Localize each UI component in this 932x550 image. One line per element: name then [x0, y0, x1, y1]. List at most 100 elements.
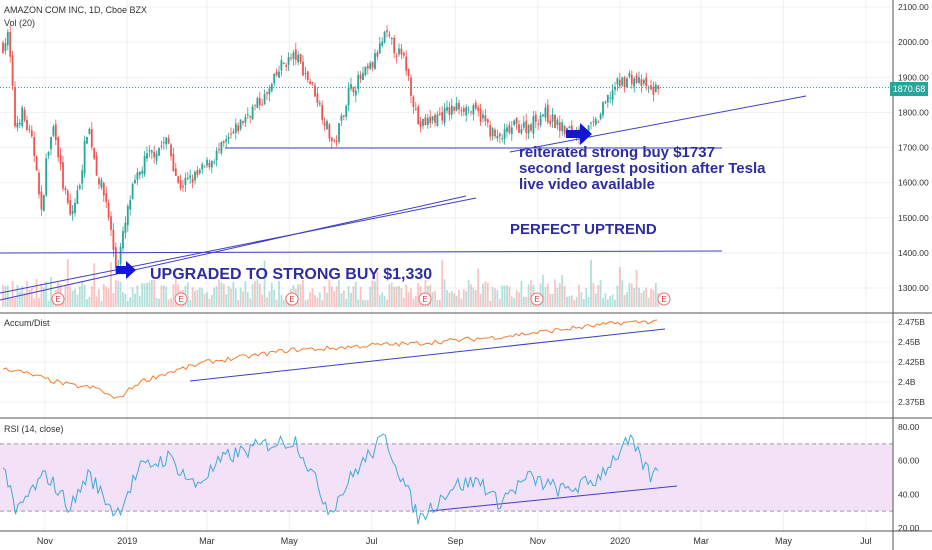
volume-bar — [93, 263, 96, 307]
volume-bar — [124, 293, 127, 307]
candle-body — [371, 61, 374, 68]
candle-body — [448, 107, 451, 115]
candle-body — [594, 118, 597, 125]
candle-body — [587, 125, 590, 132]
candle-body — [554, 114, 556, 129]
volume-bar — [645, 287, 648, 307]
candle-body — [604, 101, 607, 103]
candle-body — [30, 130, 33, 137]
candle-body — [225, 139, 228, 142]
volume-bar — [18, 291, 21, 307]
candle-body — [299, 53, 302, 62]
candle-body — [546, 104, 549, 123]
y-tick-label: 1400.00 — [898, 248, 929, 258]
candle-body — [551, 114, 554, 122]
volume-bar — [74, 288, 76, 307]
volume-bar — [230, 288, 232, 307]
candle-body — [287, 57, 290, 65]
candle-body — [203, 166, 206, 168]
volume-bar — [210, 294, 213, 307]
candle-body — [21, 107, 24, 127]
candle-body — [177, 176, 180, 183]
volume-bar — [242, 291, 244, 307]
volume-bar — [196, 290, 199, 307]
candle-body — [362, 72, 364, 81]
volume-bar — [273, 289, 276, 307]
volume-bar — [234, 288, 237, 307]
volume-bar — [119, 281, 122, 307]
candle-body — [71, 210, 74, 215]
volume-bar — [98, 288, 100, 307]
volume-bar — [364, 300, 367, 307]
accum-y-tick-label: 2.375B — [898, 397, 925, 407]
candle-body — [628, 73, 631, 77]
candle-body — [102, 183, 105, 196]
candle-body — [638, 77, 640, 83]
volume-bar — [201, 288, 204, 307]
volume-bar — [335, 286, 338, 307]
volume-bar — [270, 282, 273, 307]
volume-bar — [338, 279, 340, 307]
volume-bar — [554, 279, 556, 307]
candle-body — [616, 78, 619, 85]
accum-y-tick-label: 2.45B — [898, 337, 921, 347]
candle-body — [549, 120, 552, 125]
volume-bar — [474, 290, 477, 307]
volume-bar — [249, 298, 252, 307]
candle-body — [609, 97, 612, 99]
candle-body — [45, 158, 48, 196]
candle-body — [602, 102, 604, 116]
volume-bar — [316, 297, 319, 307]
candle-body — [95, 155, 98, 176]
candle-body — [460, 110, 463, 112]
volume-bar — [587, 296, 590, 307]
candle-body — [208, 162, 211, 168]
candle-body — [364, 66, 367, 75]
volume-bar — [489, 300, 492, 307]
candle-body — [350, 84, 352, 89]
candle-body — [496, 135, 499, 139]
candle-body — [244, 116, 247, 123]
volume-bar — [71, 290, 74, 307]
volume-bar — [198, 287, 201, 307]
volume-bar — [330, 286, 333, 307]
accum-trendline — [189, 328, 666, 382]
candle-body — [146, 153, 148, 159]
volume-bar — [208, 298, 211, 307]
candle-body — [407, 68, 410, 76]
rsi-title: RSI (14, close) — [4, 424, 64, 434]
annotation-perfect-uptrend: PERFECT UPTREND — [510, 221, 657, 238]
candle-body — [90, 129, 93, 148]
candle-body — [35, 156, 38, 171]
candle-body — [285, 64, 288, 67]
volume-bar — [88, 296, 91, 307]
candle-body — [366, 65, 369, 69]
horizontal-line-1400 — [0, 250, 723, 254]
volume-bar — [9, 298, 12, 307]
candle-body — [134, 180, 136, 184]
volume-bar — [383, 295, 386, 307]
candle-body — [570, 125, 573, 134]
candle-body — [314, 85, 316, 97]
volume-bar — [218, 279, 220, 307]
candle-body — [254, 104, 256, 106]
candle-body — [434, 114, 436, 123]
volume-bar — [186, 282, 189, 307]
candle-body — [534, 114, 537, 122]
candle-body — [352, 86, 355, 93]
x-tick-label: Mar — [199, 536, 215, 546]
candle-body — [376, 52, 379, 57]
volume-bar — [561, 275, 564, 307]
volume-bar — [345, 298, 348, 307]
volume-bar — [352, 286, 355, 307]
volume-bar — [638, 287, 640, 307]
candle-body — [458, 102, 460, 110]
candle-body — [527, 125, 530, 134]
candle-body — [230, 133, 232, 135]
candle-body — [470, 111, 472, 113]
volume-bar — [239, 287, 242, 307]
candle-body — [398, 48, 400, 55]
volume-bar — [102, 283, 105, 307]
candle-body — [424, 117, 427, 126]
earnings-marker-label: E — [534, 295, 539, 304]
